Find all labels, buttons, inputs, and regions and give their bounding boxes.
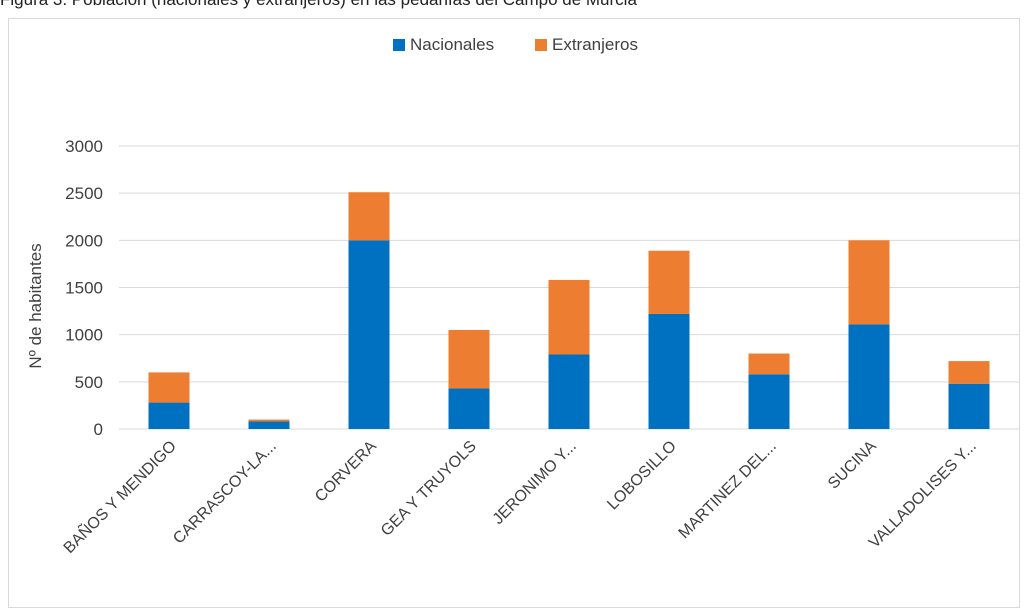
y-tick-label: 2500 bbox=[65, 184, 103, 203]
bar-nacionales-0 bbox=[148, 402, 190, 429]
y-tick-label: 1500 bbox=[65, 279, 103, 298]
bar-nacionales-5 bbox=[648, 313, 690, 429]
x-tick-label: LOBOSILLO bbox=[604, 438, 680, 514]
bar-nacionales-1 bbox=[248, 421, 290, 429]
bar-nacionales-6 bbox=[748, 374, 790, 429]
chart-frame: 0 500 1000 1500 2000 2500 3000 BAÑOS Y MENDIGO… bbox=[8, 18, 1020, 608]
y-tick-label: 500 bbox=[75, 373, 103, 392]
x-tick-label: MARTINEZ DEL... bbox=[676, 438, 780, 542]
bar-extranjeros-3 bbox=[448, 329, 490, 389]
x-tick-label: VALLADOLISES Y... bbox=[866, 438, 980, 552]
bar-nacionales-2 bbox=[348, 240, 390, 429]
bar-nacionales-7 bbox=[848, 324, 890, 429]
y-axis-label: Nº de habitantes bbox=[26, 243, 45, 368]
y-tick-label: 2000 bbox=[65, 231, 103, 250]
bars bbox=[148, 192, 990, 429]
legend-label-extranjeros: Extranjeros bbox=[552, 35, 638, 54]
y-tick-label: 3000 bbox=[65, 137, 103, 156]
bar-extranjeros-6 bbox=[748, 353, 790, 375]
bar-extranjeros-0 bbox=[148, 372, 190, 403]
y-tick-labels: 0 500 1000 1500 2000 2500 3000 bbox=[65, 137, 103, 439]
x-tick-label: BAÑOS Y MENDIGO bbox=[59, 436, 180, 557]
bar-extranjeros-1 bbox=[248, 419, 290, 422]
bar-extranjeros-8 bbox=[948, 361, 990, 384]
x-tick-label: JERONIMO Y... bbox=[490, 438, 580, 528]
legend-swatch-nacionales bbox=[393, 39, 405, 51]
bar-nacionales-3 bbox=[448, 388, 490, 429]
legend-swatch-extranjeros bbox=[535, 39, 547, 51]
bar-extranjeros-7 bbox=[848, 240, 890, 325]
stacked-bar-chart: 0 500 1000 1500 2000 2500 3000 BAÑOS Y MENDIGO… bbox=[26, 35, 1019, 557]
x-tick-label: CARRASCOY-LA... bbox=[170, 438, 280, 548]
x-tick-label: GEA Y TRUYOLS bbox=[378, 438, 480, 540]
x-tick-label: SUCINA bbox=[825, 438, 880, 493]
legend: Nacionales Extranjeros bbox=[393, 35, 638, 54]
legend-label-nacionales: Nacionales bbox=[410, 35, 494, 54]
y-tick-label: 1000 bbox=[65, 326, 103, 345]
bar-nacionales-4 bbox=[548, 354, 590, 429]
bar-extranjeros-4 bbox=[548, 279, 590, 355]
bar-extranjeros-5 bbox=[648, 250, 690, 314]
bar-extranjeros-2 bbox=[348, 192, 390, 241]
bar-nacionales-8 bbox=[948, 383, 990, 429]
x-tick-label: CORVERA bbox=[312, 438, 380, 506]
y-tick-label: 0 bbox=[94, 420, 103, 439]
figure-caption: Figura 3. Población (nacionales y extran… bbox=[0, 0, 1028, 10]
